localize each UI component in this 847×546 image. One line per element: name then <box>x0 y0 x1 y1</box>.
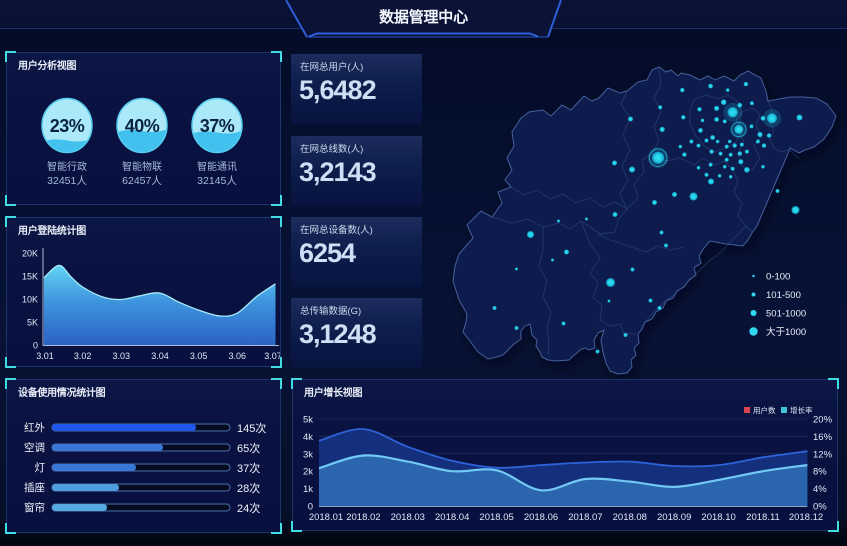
svg-text:0: 0 <box>308 502 313 513</box>
svg-text:2018.09: 2018.09 <box>657 512 691 523</box>
svg-text:4k: 4k <box>303 432 313 443</box>
svg-text:2018.05: 2018.05 <box>479 512 513 523</box>
svg-text:窗帘: 窗帘 <box>24 501 45 514</box>
svg-text:8%: 8% <box>813 467 827 478</box>
svg-text:0-100: 0-100 <box>766 272 790 283</box>
svg-text:2018.06: 2018.06 <box>524 512 558 523</box>
svg-text:32145人: 32145人 <box>197 175 237 187</box>
svg-text:3.05: 3.05 <box>190 351 208 361</box>
svg-text:5k: 5k <box>303 415 313 426</box>
svg-text:2018.04: 2018.04 <box>435 512 469 523</box>
svg-text:2018.08: 2018.08 <box>613 512 647 523</box>
svg-text:16%: 16% <box>813 432 833 443</box>
svg-text:1k: 1k <box>303 484 313 495</box>
svg-text:501-1000: 501-1000 <box>766 309 806 320</box>
svg-text:32451人: 32451人 <box>47 175 87 187</box>
svg-text:37%: 37% <box>200 116 235 136</box>
svg-text:2018.03: 2018.03 <box>391 512 425 523</box>
svg-text:智能物联: 智能物联 <box>122 160 162 173</box>
svg-text:0%: 0% <box>813 502 827 513</box>
svg-text:23%: 23% <box>50 116 85 136</box>
svg-text:灯: 灯 <box>35 462 46 474</box>
svg-text:3.07: 3.07 <box>264 351 280 361</box>
svg-text:12%: 12% <box>813 449 833 460</box>
svg-text:用户数: 用户数 <box>753 405 776 415</box>
svg-text:红外: 红外 <box>24 421 45 434</box>
svg-text:10K: 10K <box>22 295 38 305</box>
svg-text:0: 0 <box>33 341 38 351</box>
svg-text:3.02: 3.02 <box>74 351 92 361</box>
svg-text:空调: 空调 <box>24 441 45 454</box>
svg-text:2018.10: 2018.10 <box>701 512 735 523</box>
svg-text:37次: 37次 <box>237 461 260 475</box>
svg-text:2018.01: 2018.01 <box>309 512 343 523</box>
svg-text:2018.12: 2018.12 <box>789 512 823 523</box>
svg-text:101-500: 101-500 <box>766 290 801 301</box>
svg-text:15K: 15K <box>22 272 38 282</box>
svg-text:2018.02: 2018.02 <box>346 512 380 523</box>
svg-text:3k: 3k <box>303 449 313 460</box>
svg-text:24次: 24次 <box>237 501 260 515</box>
svg-text:2k: 2k <box>303 467 313 478</box>
svg-text:大于1000: 大于1000 <box>766 326 806 338</box>
svg-text:2018.11: 2018.11 <box>746 512 780 523</box>
svg-text:2018.07: 2018.07 <box>568 512 602 523</box>
svg-text:28次: 28次 <box>237 481 260 495</box>
svg-text:智能通讯: 智能通讯 <box>197 160 237 173</box>
svg-text:增长率: 增长率 <box>790 405 813 415</box>
svg-text:145次: 145次 <box>237 421 266 435</box>
svg-text:插座: 插座 <box>24 481 45 494</box>
svg-text:3.01: 3.01 <box>36 351 54 361</box>
svg-text:3.03: 3.03 <box>113 351 131 361</box>
svg-text:4%: 4% <box>813 484 827 495</box>
svg-text:20%: 20% <box>813 415 833 426</box>
svg-text:5K: 5K <box>27 318 38 328</box>
svg-text:62457人: 62457人 <box>122 175 162 187</box>
svg-text:65次: 65次 <box>237 441 260 455</box>
svg-text:3.04: 3.04 <box>151 351 169 361</box>
svg-text:3.06: 3.06 <box>229 351 247 361</box>
svg-text:40%: 40% <box>125 116 160 136</box>
svg-text:20K: 20K <box>22 249 38 259</box>
svg-text:智能行政: 智能行政 <box>47 160 87 173</box>
